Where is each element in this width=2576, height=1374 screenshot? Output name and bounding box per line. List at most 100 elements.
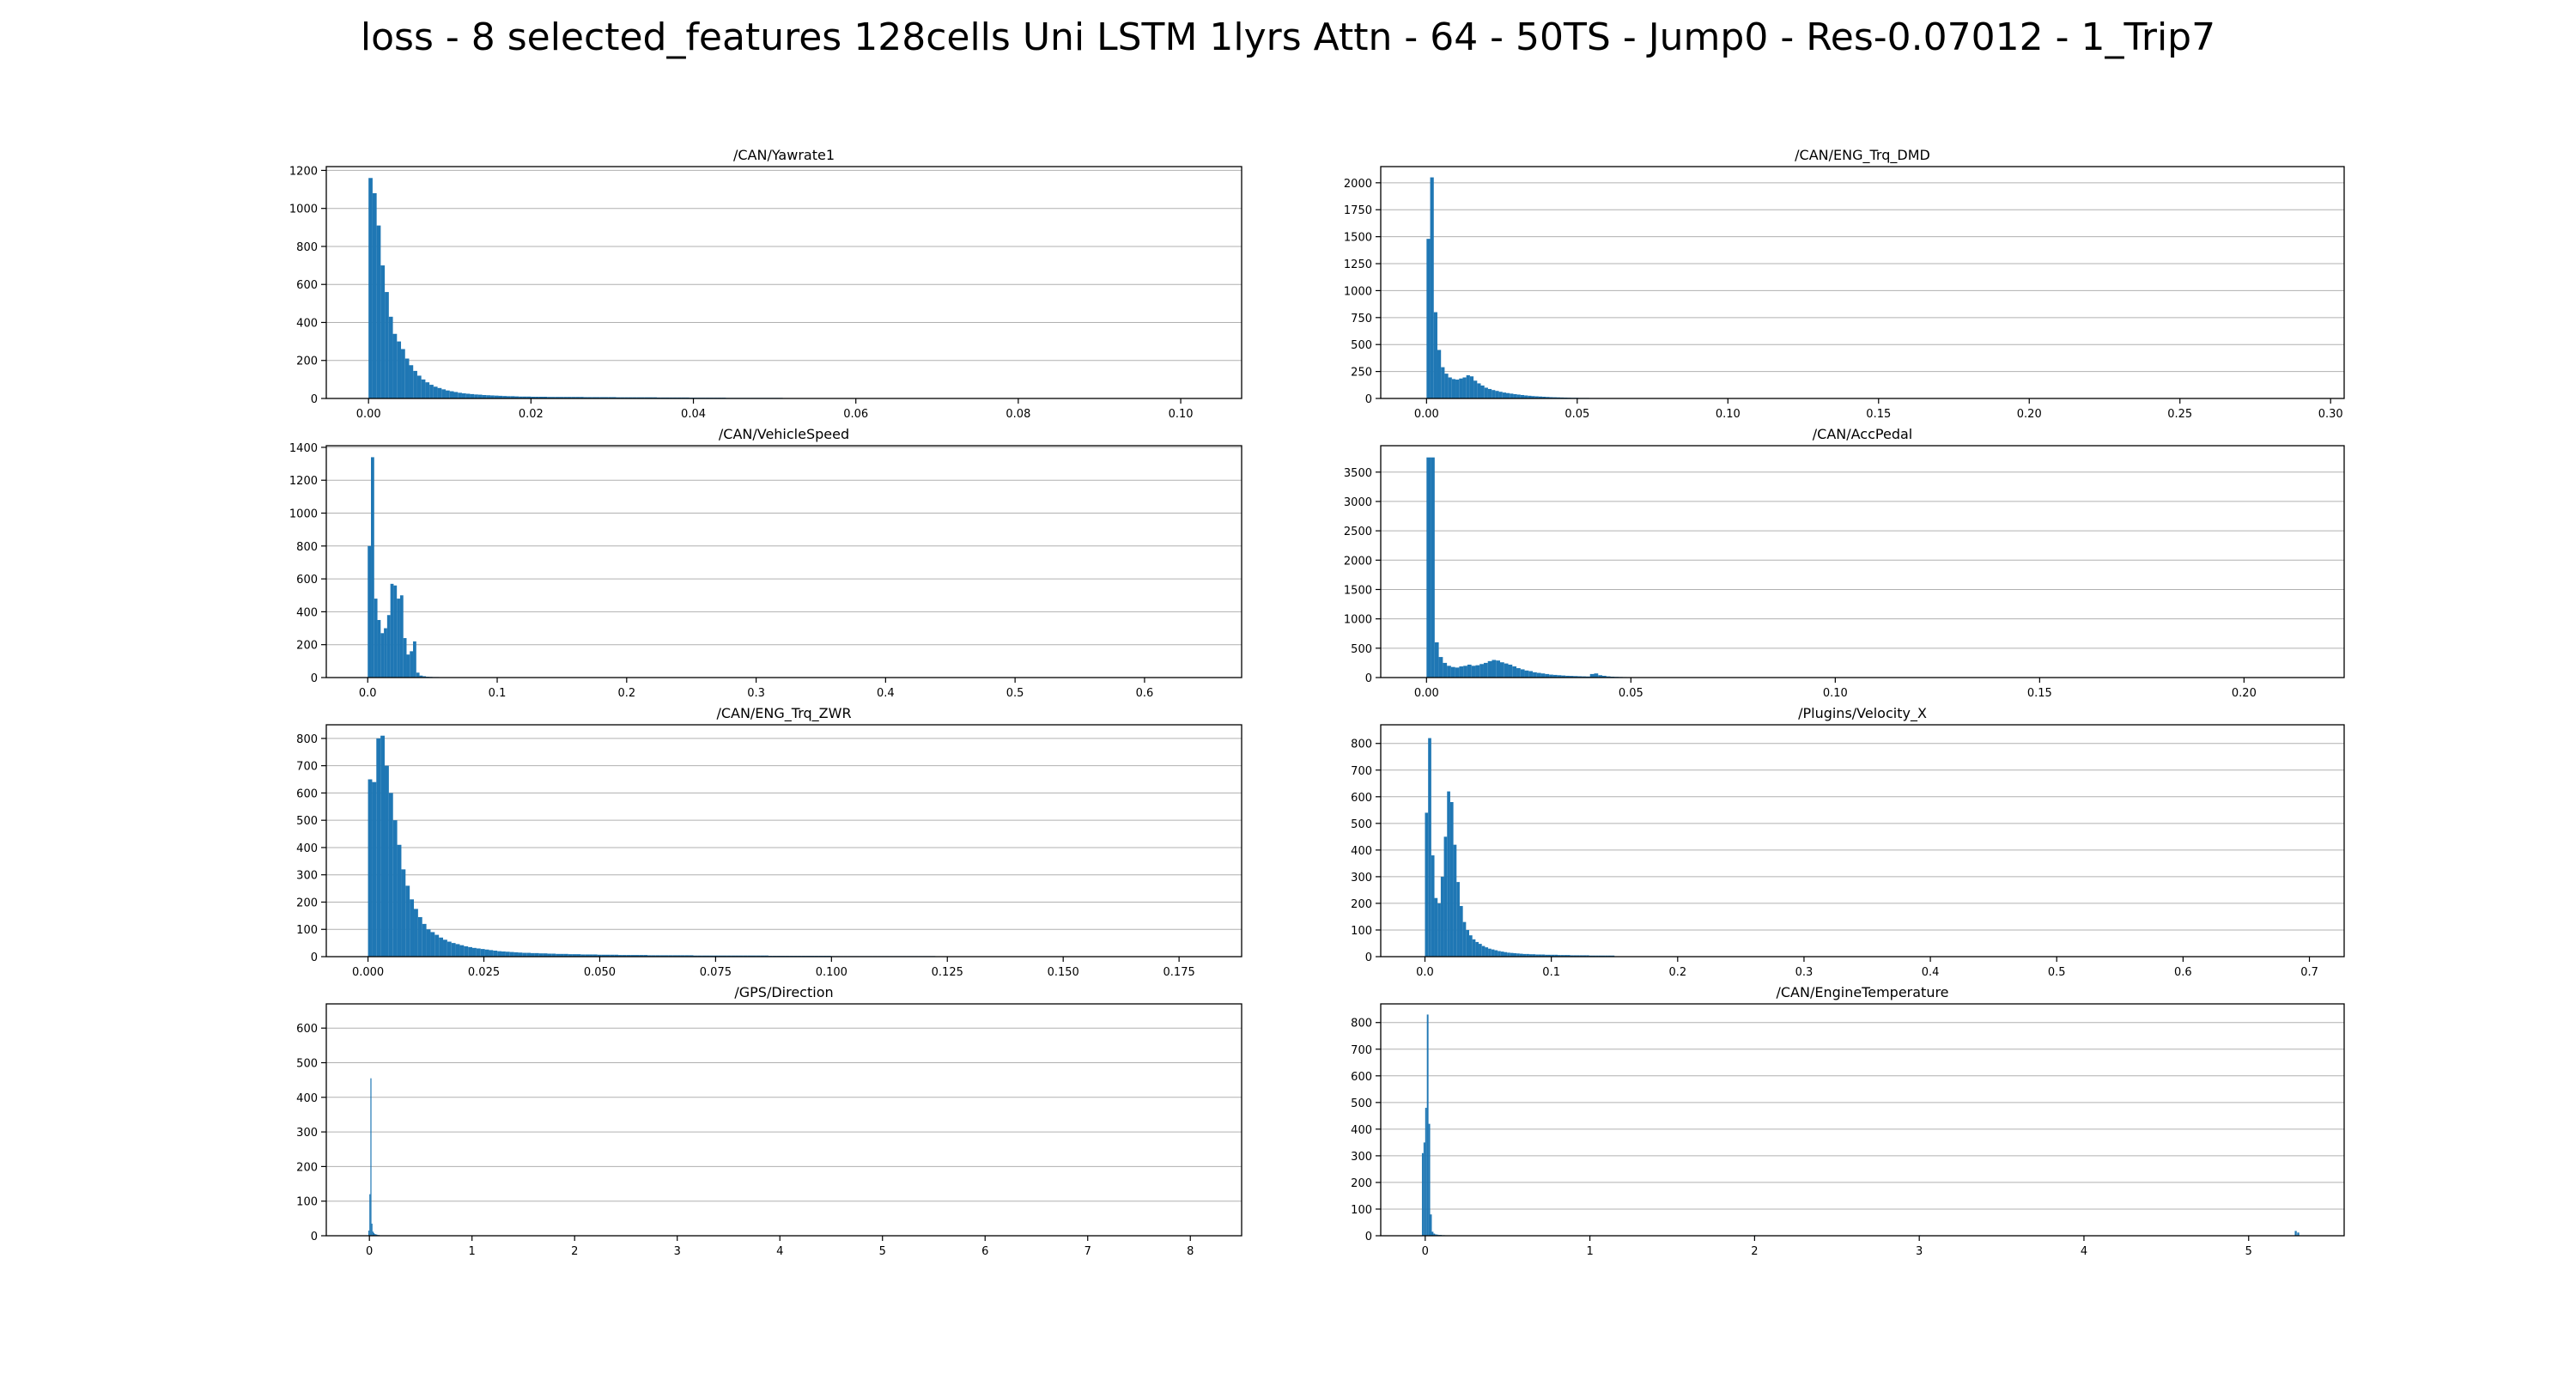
histogram-bar	[1438, 657, 1443, 678]
y-tick-label: 200	[296, 1161, 318, 1174]
histogram-bar	[422, 923, 427, 957]
y-tick-label: 2000	[1344, 555, 1372, 568]
histogram-bar	[618, 955, 623, 957]
y-tick-label: 700	[1351, 1044, 1372, 1057]
axes-frame	[325, 724, 1242, 958]
x-tick-label: 0.00	[356, 408, 381, 421]
histogram-bar	[568, 954, 573, 957]
histogram-bar	[1475, 941, 1479, 957]
axes-frame	[1380, 445, 2345, 678]
histogram-bar	[563, 397, 568, 398]
histogram-bar	[1577, 955, 1580, 957]
histogram-bar	[1505, 392, 1510, 398]
x-tick-label: 0.0	[359, 687, 377, 700]
histogram-bar	[1456, 882, 1460, 957]
subplot-title: /CAN/ENG_Trq_ZWR	[716, 705, 851, 722]
histogram-bar	[559, 397, 564, 398]
histogram-bar	[587, 397, 592, 398]
subplot-8: /CAN/EngineTemperature 0 100 200 300 400 500 60…	[1351, 984, 2345, 1258]
histogram-bar	[1425, 1108, 1427, 1236]
histogram-bar	[1558, 955, 1561, 957]
histogram-bar	[455, 944, 460, 957]
y-tick-label: 300	[1351, 872, 1372, 885]
subplot-title: /CAN/EngineTemperature	[1776, 984, 1948, 1000]
histogram-bar	[421, 379, 426, 398]
x-tick-label: 0.3	[747, 687, 765, 700]
histogram-bar	[1526, 953, 1529, 957]
histogram-bar	[1536, 672, 1541, 678]
histogram-bar	[635, 955, 640, 957]
histogram-bar	[1541, 954, 1546, 957]
histogram-bar	[610, 954, 615, 957]
y-tick-label: 600	[296, 787, 318, 800]
histogram-bar	[426, 929, 431, 957]
histogram-bar	[1547, 954, 1552, 957]
histogram-bar	[535, 397, 539, 398]
histogram-bar	[1549, 397, 1553, 398]
histogram-bar	[1444, 374, 1449, 398]
histogram-bar	[1448, 377, 1452, 398]
histogram-bar	[1479, 664, 1484, 678]
histogram-bar	[1433, 312, 1437, 398]
histogram-bar	[1484, 387, 1488, 398]
histogram-bar	[1540, 673, 1546, 678]
histogram-bar	[501, 951, 506, 957]
histogram-bar	[655, 955, 660, 957]
histogram-bar	[560, 953, 564, 957]
x-tick-label: 4	[776, 1245, 783, 1258]
y-tick-label: 300	[296, 870, 318, 883]
histogram-bar	[1495, 391, 1499, 398]
histogram-bar	[1425, 812, 1429, 957]
x-tick-label: 0.2	[1668, 966, 1686, 979]
histogram-bar	[1459, 666, 1464, 678]
x-tick-label: 0.25	[2167, 408, 2192, 421]
subplot-1: /CAN/Yawrate1 0 200 400 600 800 1000 1200 0.00 0.…	[289, 147, 1242, 421]
histogram-bar	[468, 946, 473, 957]
histogram-bar	[1492, 660, 1497, 678]
y-tick-label: 1400	[289, 442, 318, 455]
histogram-bar	[1477, 383, 1481, 398]
histogram-bar	[1516, 953, 1520, 957]
histogram-bar	[1524, 395, 1528, 398]
subplot-title: /CAN/AccPedal	[1813, 426, 1912, 442]
histogram-bar	[480, 949, 485, 957]
histogram-bar	[413, 370, 417, 398]
histogram-bar	[689, 955, 694, 957]
histogram-bar	[416, 375, 422, 398]
histogram-bar	[659, 955, 665, 957]
histogram-bar	[1606, 676, 1611, 678]
x-tick-label: 0.30	[2318, 408, 2343, 421]
histogram-bar	[1504, 951, 1508, 957]
histogram-bar	[1430, 1214, 1432, 1236]
histogram-bar	[446, 390, 450, 398]
histogram-bar	[672, 955, 677, 957]
histogram-bar	[611, 397, 617, 398]
histogram-bar	[1479, 944, 1482, 957]
y-tick-label: 500	[1351, 1097, 1372, 1110]
x-tick-label: 0.025	[468, 966, 500, 979]
y-tick-label: 400	[296, 317, 318, 330]
histogram-bar	[563, 953, 568, 957]
histogram-bar	[416, 672, 420, 678]
y-tick-label: 800	[296, 733, 318, 746]
x-tick-label: 0.4	[1922, 966, 1940, 979]
histogram-bar	[680, 955, 685, 957]
x-tick-label: 0.150	[1048, 966, 1079, 979]
histogram-bar	[417, 916, 422, 957]
y-tick-label: 1000	[1344, 285, 1372, 298]
histogram-bar	[493, 951, 498, 957]
subplot-title: /CAN/ENG_Trq_DMD	[1795, 147, 1930, 164]
histogram-bar	[1520, 669, 1525, 678]
histogram-bar	[551, 953, 556, 957]
histogram-bar	[437, 387, 442, 398]
histogram-bar	[458, 392, 462, 398]
histogram-bar	[375, 1234, 377, 1236]
histogram-bar	[1463, 666, 1467, 678]
histogram-bar	[1524, 670, 1529, 678]
x-tick-label: 0.10	[1169, 408, 1194, 421]
x-tick-label: 0.3	[1795, 966, 1814, 979]
x-tick-label: 0.20	[2017, 408, 2042, 421]
histogram-bar	[449, 391, 454, 398]
histogram-bar	[1520, 394, 1525, 398]
histogram-bar	[571, 397, 576, 398]
